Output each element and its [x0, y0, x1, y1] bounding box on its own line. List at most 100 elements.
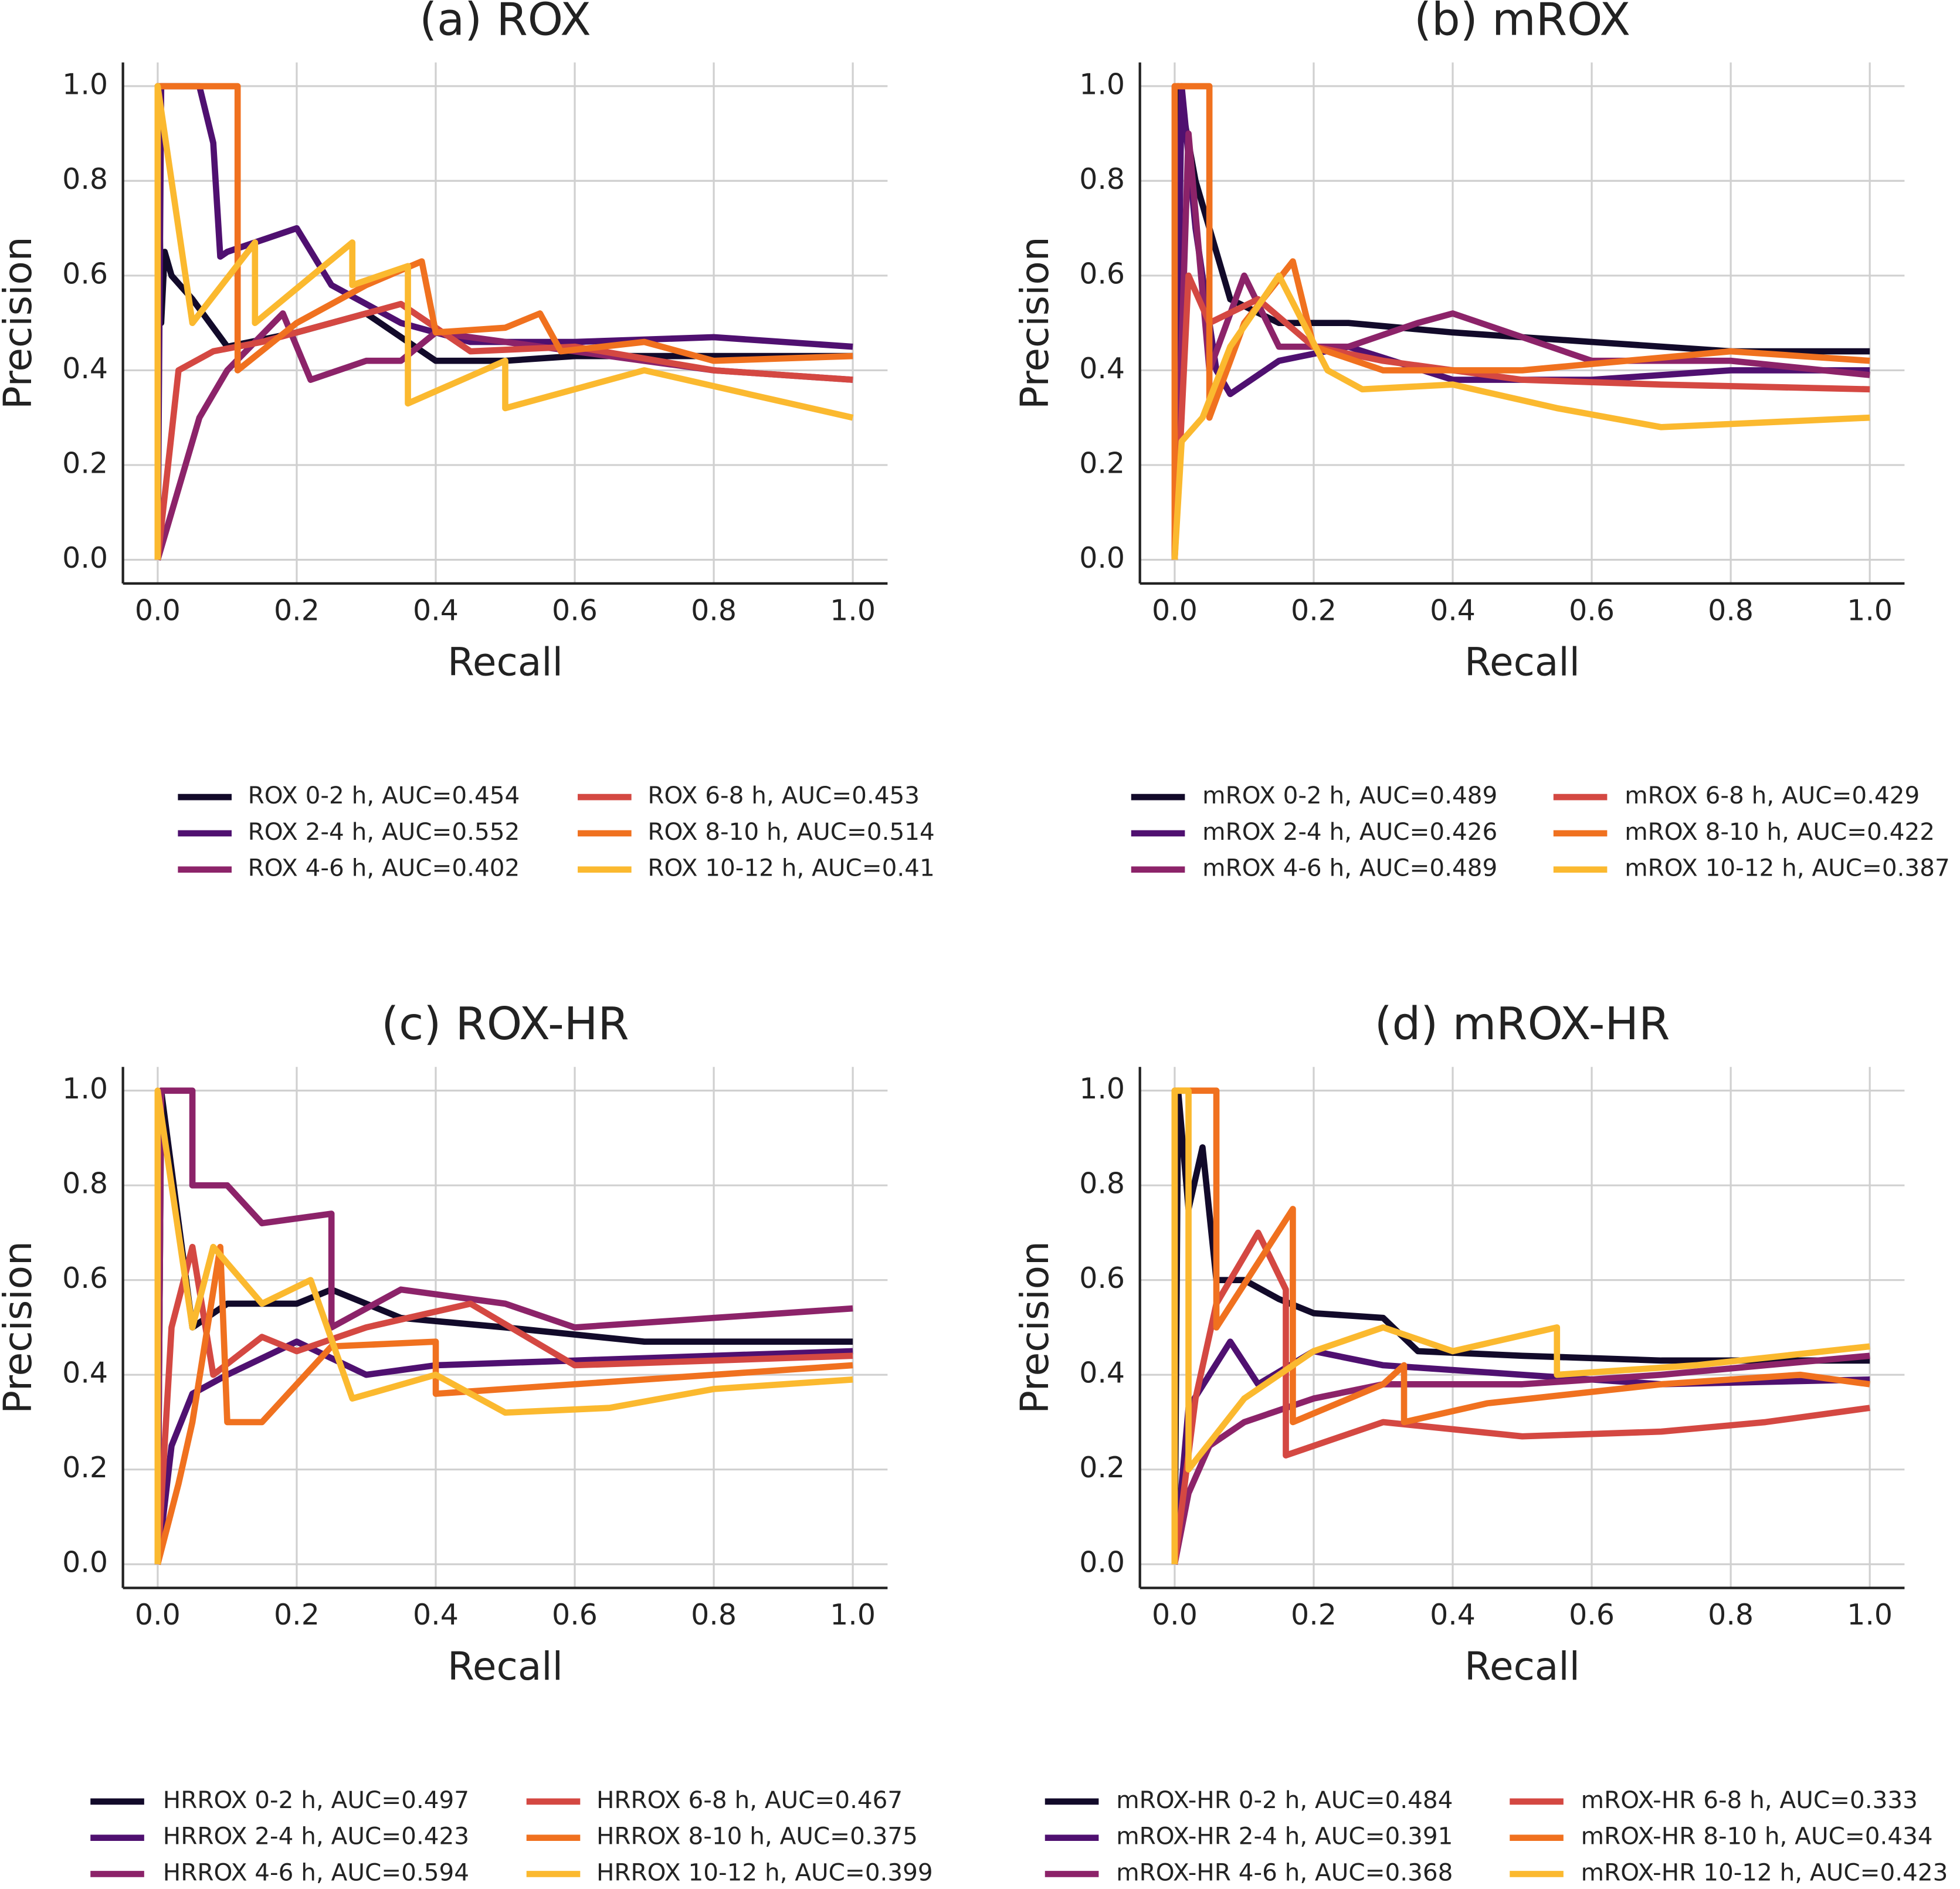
pr-curve — [154, 83, 854, 560]
pr-curve — [1171, 1229, 1870, 1565]
y-tick-label: 0.4 — [62, 352, 108, 385]
y-tick-label: 0.8 — [1079, 1167, 1125, 1200]
chart-title: (c) ROX-HR — [381, 998, 629, 1050]
x-axis-label: Recall — [447, 639, 563, 684]
y-tick-label: 1.0 — [62, 67, 108, 101]
y-tick-label: 0.2 — [62, 446, 108, 480]
y-tick-label: 0.4 — [62, 1356, 108, 1390]
legend-label: HRROX 0-2 h, AUC=0.497 — [163, 1786, 469, 1814]
x-tick-label: 0.0 — [135, 1598, 181, 1632]
y-tick-label: 0.6 — [62, 257, 108, 290]
chart-title: (a) ROX — [419, 0, 591, 46]
y-tick-label: 0.8 — [1079, 162, 1125, 196]
pr-curve — [1171, 130, 1870, 560]
y-tick-label: 0.2 — [1079, 1451, 1125, 1484]
y-tick-label: 0.8 — [62, 1167, 108, 1200]
legend-label: mROX 4-6 h, AUC=0.489 — [1202, 854, 1497, 882]
x-tick-label: 0.2 — [1291, 1598, 1337, 1632]
legend-label: mROX-HR 4-6 h, AUC=0.368 — [1116, 1858, 1453, 1886]
panel: (a) ROX Recall Precision 0.0 0.2 0.4 0.6 0.8 1.0… — [0, 0, 935, 882]
legend-label: mROX 10-12 h, AUC=0.387 — [1625, 854, 1950, 882]
y-tick-label: 1.0 — [1079, 67, 1125, 101]
legend-label: ROX 4-6 h, AUC=0.402 — [248, 854, 520, 882]
y-tick-label: 0.8 — [62, 162, 108, 196]
panel: (d) mROX-HR Recall Precision 0.0 0.2 0.4 0.6 0.… — [1012, 998, 1948, 1886]
x-tick-label: 0.6 — [1569, 1598, 1615, 1632]
x-axis-label: Recall — [447, 1644, 563, 1689]
x-tick-label: 0.6 — [552, 1598, 598, 1632]
x-tick-label: 0.0 — [135, 594, 181, 627]
legend-label: mROX-HR 8-10 h, AUC=0.434 — [1581, 1822, 1933, 1850]
legend-label: mROX 2-4 h, AUC=0.426 — [1202, 818, 1497, 846]
legend-label: HRROX 8-10 h, AUC=0.375 — [596, 1822, 918, 1850]
y-axis-label: Precision — [1012, 1241, 1057, 1414]
legend-label: mROX-HR 10-12 h, AUC=0.423 — [1581, 1858, 1948, 1886]
y-axis-label: Precision — [0, 236, 40, 409]
pr-curve — [154, 1087, 853, 1565]
pr-curve — [154, 1243, 853, 1565]
x-tick-label: 0.4 — [413, 1598, 459, 1632]
legend-label: ROX 2-4 h, AUC=0.552 — [248, 818, 520, 846]
x-tick-label: 1.0 — [1847, 594, 1893, 627]
pr-curve — [1171, 1087, 1870, 1565]
legend-label: mROX-HR 2-4 h, AUC=0.391 — [1116, 1822, 1453, 1850]
legend-label: ROX 10-12 h, AUC=0.41 — [647, 854, 934, 882]
y-tick-label: 0.6 — [62, 1261, 108, 1295]
x-tick-label: 1.0 — [830, 594, 876, 627]
x-tick-label: 0.4 — [1430, 1598, 1476, 1632]
x-axis-label: Recall — [1464, 639, 1580, 684]
x-tick-label: 1.0 — [1847, 1598, 1893, 1632]
chart-title: (d) mROX-HR — [1375, 998, 1670, 1050]
y-tick-label: 0.4 — [1079, 1356, 1125, 1390]
x-tick-label: 0.4 — [413, 594, 459, 627]
y-axis-label: Precision — [1012, 236, 1057, 409]
x-tick-label: 0.8 — [691, 1598, 737, 1632]
y-tick-label: 0.4 — [1079, 352, 1125, 385]
legend-label: HRROX 2-4 h, AUC=0.423 — [163, 1822, 469, 1850]
legend-label: mROX-HR 6-8 h, AUC=0.333 — [1581, 1786, 1918, 1814]
y-tick-label: 0.0 — [62, 1546, 108, 1579]
x-tick-label: 0.2 — [274, 594, 320, 627]
x-tick-label: 0.6 — [552, 594, 598, 627]
legend-label: mROX 0-2 h, AUC=0.489 — [1202, 781, 1497, 809]
y-tick-label: 0.2 — [62, 1451, 108, 1484]
y-tick-label: 0.0 — [1079, 1546, 1125, 1579]
pr-curve — [1171, 272, 1870, 560]
x-tick-label: 0.0 — [1152, 1598, 1198, 1632]
x-tick-label: 0.2 — [1291, 594, 1337, 627]
legend-label: ROX 6-8 h, AUC=0.453 — [647, 781, 920, 809]
x-tick-label: 0.0 — [1152, 594, 1198, 627]
y-tick-label: 0.6 — [1079, 1261, 1125, 1295]
y-axis-label: Precision — [0, 1241, 40, 1414]
pr-curve — [154, 83, 853, 560]
pr-curve — [154, 1243, 853, 1565]
y-tick-label: 0.0 — [62, 541, 108, 575]
x-tick-label: 0.8 — [1708, 594, 1754, 627]
y-tick-label: 0.2 — [1079, 446, 1125, 480]
legend-label: ROX 0-2 h, AUC=0.454 — [248, 781, 520, 809]
x-tick-label: 0.8 — [691, 594, 737, 627]
y-tick-label: 1.0 — [1079, 1072, 1125, 1105]
chart-title: (b) mROX — [1414, 0, 1630, 46]
x-tick-label: 0.8 — [1708, 1598, 1754, 1632]
x-axis-label: Recall — [1464, 1644, 1580, 1689]
legend-label: mROX 8-10 h, AUC=0.422 — [1625, 818, 1935, 846]
pr-curve — [154, 1338, 853, 1565]
pr-curve — [1171, 1352, 1870, 1565]
legend-label: mROX-HR 0-2 h, AUC=0.484 — [1116, 1786, 1453, 1814]
y-tick-label: 1.0 — [62, 1072, 108, 1105]
legend-label: ROX 8-10 h, AUC=0.514 — [647, 818, 934, 846]
pr-curve — [154, 1087, 853, 1565]
x-tick-label: 0.6 — [1569, 594, 1615, 627]
pr-curve — [1171, 1087, 1870, 1565]
x-tick-label: 0.2 — [274, 1598, 320, 1632]
pr-curve — [1171, 272, 1870, 560]
pr-curve — [154, 83, 853, 560]
x-tick-label: 1.0 — [830, 1598, 876, 1632]
legend-label: HRROX 6-8 h, AUC=0.467 — [596, 1786, 903, 1814]
pr-curve — [154, 300, 853, 560]
legend-label: HRROX 4-6 h, AUC=0.594 — [163, 1858, 469, 1886]
legend-label: HRROX 10-12 h, AUC=0.399 — [596, 1858, 933, 1886]
